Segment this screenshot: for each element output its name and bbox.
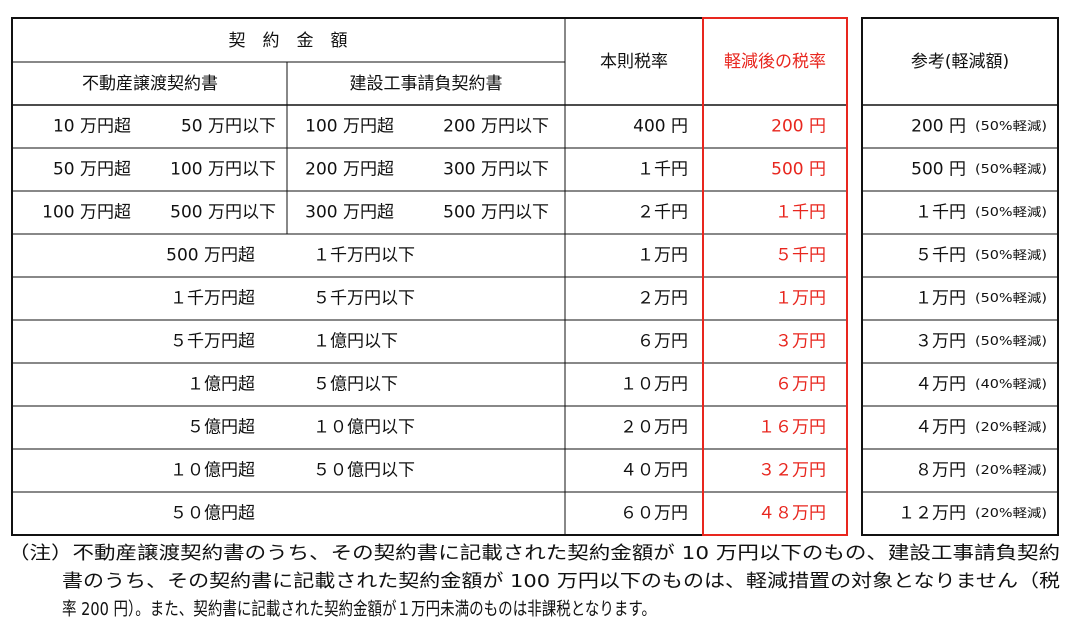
reference-note: (50%軽減) [975,204,1047,219]
amount-to: １億円以下 [313,332,398,352]
reference-amount: ５千円 [915,246,966,266]
header-reduced: 軽減後の税率 [724,52,826,72]
header-standard: 本則税率 [600,52,668,72]
reference-note: (50%軽減) [975,247,1047,262]
reference-amount: ４万円 [915,375,966,395]
header-amount: 契 約 金 額 [229,31,348,51]
construction-to: 500 万円以下 [443,203,549,223]
real-estate-to: 100 万円以下 [170,160,276,180]
amount-from: １億円超 [187,375,255,395]
standard-rate: １万円 [637,246,688,266]
reference-note: (50%軽減) [975,161,1047,176]
note-line: 率 200 円）。また、契約書に記載された契約金額が１万円未満のものは非課税とな… [62,599,656,620]
construction-from: 300 万円超 [305,203,394,223]
reduced-rate: ６万円 [775,375,826,395]
amount-from: 500 万円超 [166,246,255,266]
reference-note: (20%軽減) [975,505,1047,520]
reference-amount: ３万円 [915,332,966,352]
construction-to: 200 万円以下 [443,117,549,137]
header-reference: 参考(軽減額) [911,52,1009,72]
amount-to: ５千万円以下 [313,289,415,309]
standard-rate: １千円 [637,160,688,180]
reference-note: (50%軽減) [975,333,1047,348]
note-line: （注）不動産譲渡契約書のうち、その契約書に記載された契約金額が 10 万円以下の… [8,543,1060,564]
reference-note: (20%軽減) [975,419,1047,434]
amount-from: ５千万円超 [170,332,255,352]
reference-amount: 200 円 [911,117,966,137]
reference-amount: ４万円 [915,418,966,438]
amount-to: １千万円以下 [313,246,415,266]
standard-rate: ６０万円 [620,504,688,524]
reduced-rate: 200 円 [771,117,826,137]
header-construction: 建設工事請負契約書 [350,74,503,94]
construction-from: 200 万円超 [305,160,394,180]
reference-note: (20%軽減) [975,462,1047,477]
reduced-rate: ３万円 [775,332,826,352]
standard-rate: ２千円 [637,203,688,223]
reference-note: (40%軽減) [975,376,1047,391]
amount-from: １０億円超 [170,461,255,481]
header-real-estate: 不動産譲渡契約書 [82,74,218,94]
reduced-rate: １６万円 [758,418,826,438]
reference-amount: ８万円 [915,461,966,481]
reduced-rate: ５千円 [775,246,826,266]
note-line: 書のうち、その契約書に記載された契約金額が 100 万円以下のものは、軽減措置の… [62,571,1060,592]
reduced-rate: １万円 [775,289,826,309]
standard-rate: １０万円 [620,375,688,395]
amount-to: ５億円以下 [313,375,398,395]
amount-from: ５億円超 [187,418,255,438]
real-estate-from: 50 万円超 [53,160,131,180]
standard-rate: ４０万円 [620,461,688,481]
real-estate-to: 50 万円以下 [181,117,276,137]
row-lines [12,147,1058,493]
real-estate-from: 10 万円超 [53,117,131,137]
amount-to: ５０億円以下 [313,461,415,481]
reference-amount: １万円 [915,289,966,309]
standard-rate: 400 円 [633,117,688,137]
real-estate-from: 100 万円超 [42,203,131,223]
real-estate-to: 500 万円以下 [170,203,276,223]
reference-amount: １千円 [915,203,966,223]
standard-rate: ２万円 [637,289,688,309]
amount-from: １千万円超 [170,289,255,309]
amount-to: １０億円以下 [313,418,415,438]
reference-amount: １２万円 [898,504,966,524]
standard-rate: ２０万円 [620,418,688,438]
reduced-column-border [702,17,848,536]
construction-to: 300 万円以下 [443,160,549,180]
reduced-rate: 500 円 [771,160,826,180]
standard-rate: ６万円 [637,332,688,352]
construction-from: 100 万円超 [305,117,394,137]
reduced-rate: １千円 [775,203,826,223]
reference-amount: 500 円 [911,160,966,180]
reduced-rate: ４８万円 [758,504,826,524]
reference-note: (50%軽減) [975,118,1047,133]
reference-note: (50%軽減) [975,290,1047,305]
reduced-rate: ３２万円 [758,461,826,481]
amount-from: ５０億円超 [170,504,255,524]
